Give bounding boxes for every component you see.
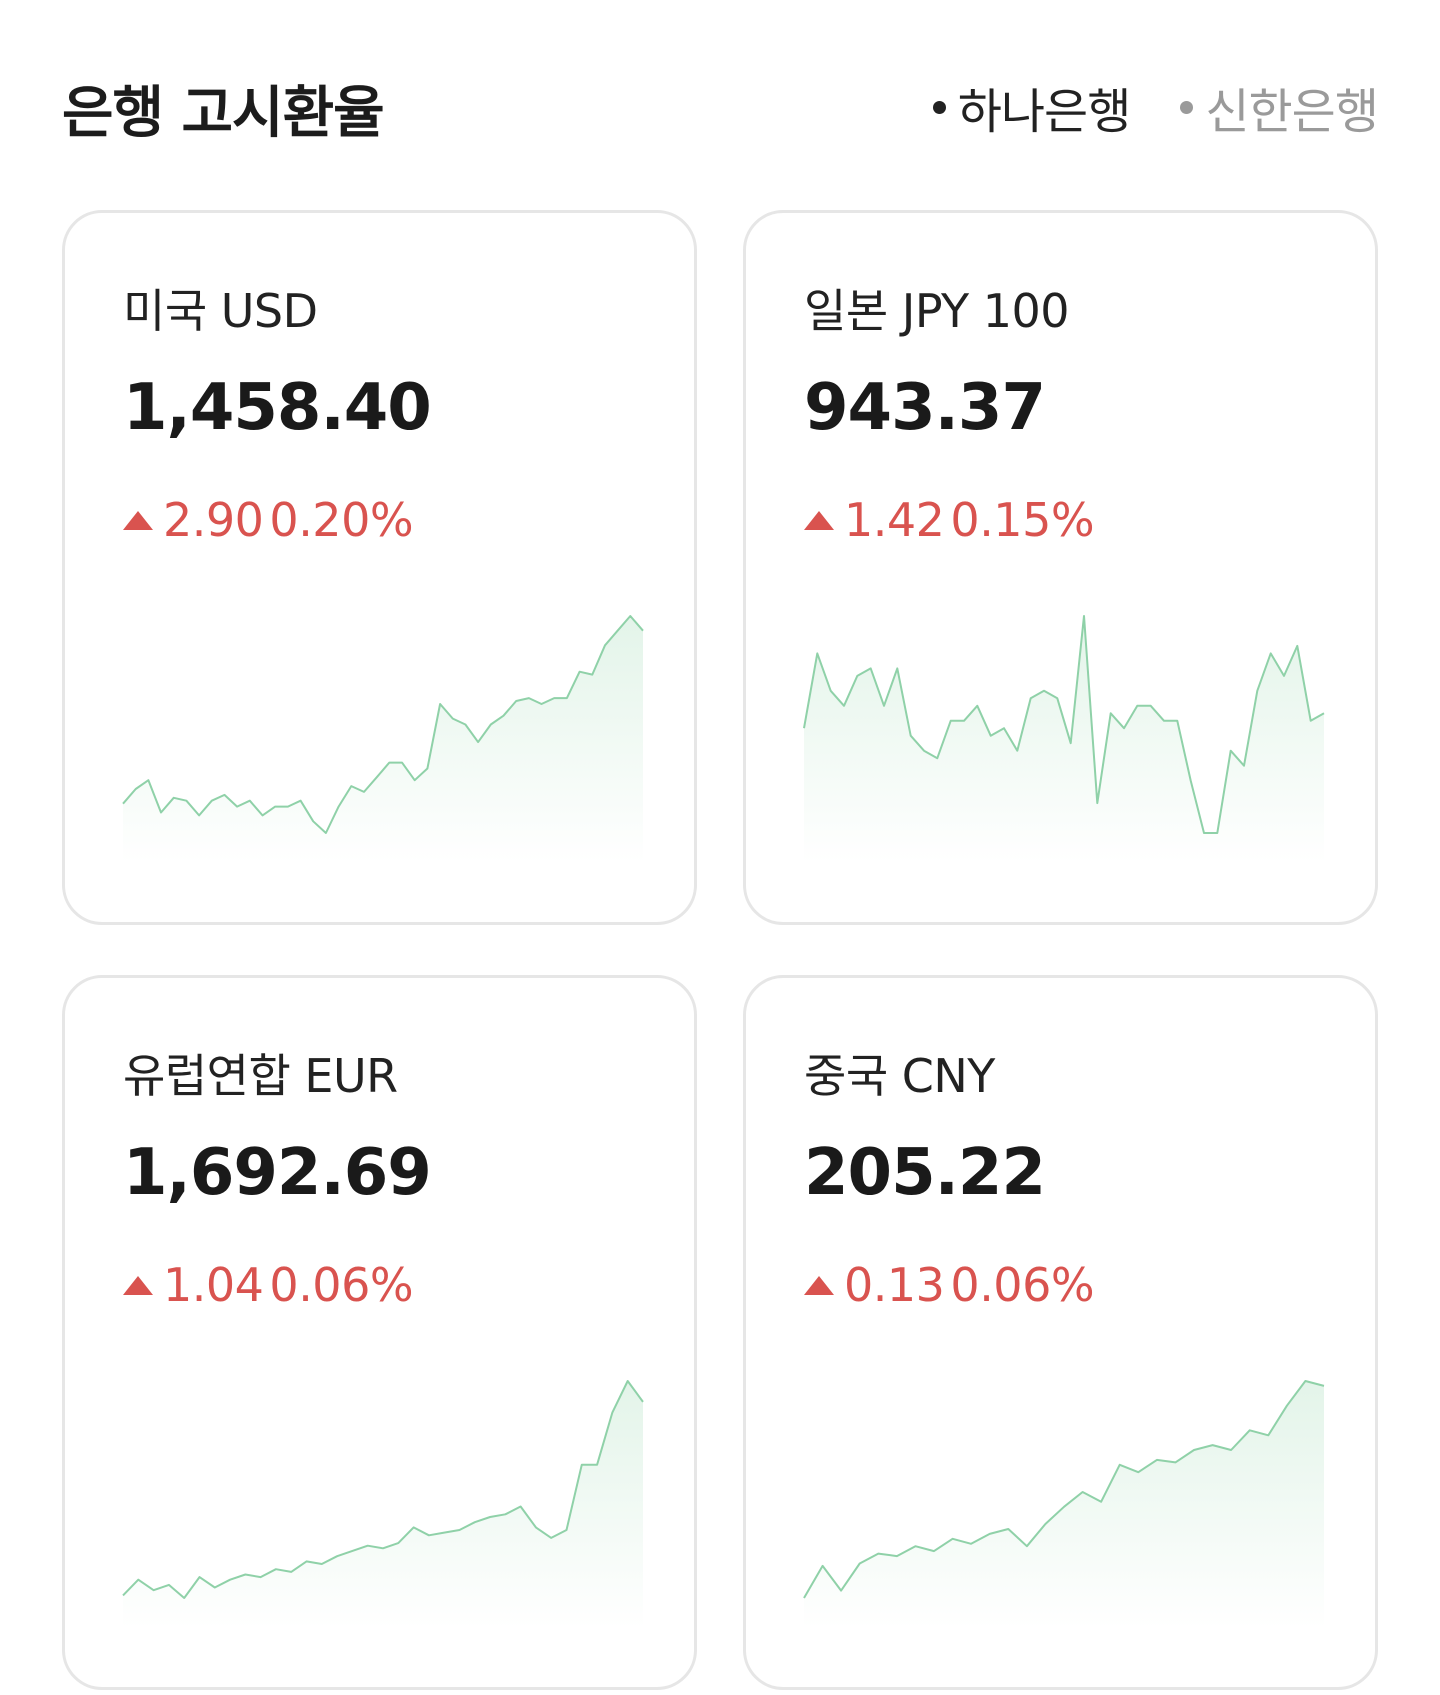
currency-name: 일본 JPY 100 <box>804 284 1070 338</box>
bullet-icon <box>932 100 946 114</box>
sparkline-area <box>123 616 643 863</box>
sparkline-chart <box>122 615 644 863</box>
change-amount: 0.13 <box>844 1258 945 1312</box>
bank-tab-shinhan[interactable]: 신한은행 <box>1180 72 1379 142</box>
sparkline-chart <box>803 615 1325 863</box>
currency-name: 유럽연합 EUR <box>123 1049 398 1103</box>
rate-change: 0.13 0.06% <box>804 1258 1095 1312</box>
exchange-rate: 1,458.40 <box>123 371 432 445</box>
page-header: 은행 고시환율 하나은행 신한은행 <box>62 60 1379 150</box>
bank-selector: 하나은행 신한은행 <box>932 72 1379 142</box>
bullet-icon <box>1180 100 1194 114</box>
sparkline-chart <box>122 1380 644 1628</box>
sparkline-area <box>804 616 1324 863</box>
change-percent: 0.06% <box>950 1258 1095 1312</box>
bank-tab-label: 하나은행 <box>957 84 1132 140</box>
triangle-up-icon <box>804 510 834 530</box>
sparkline-area <box>804 1381 1324 1628</box>
currency-card-usd[interactable]: 미국 USD 1,458.40 2.90 0.20% <box>62 210 697 925</box>
rate-change: 1.42 0.15% <box>804 493 1095 547</box>
sparkline-line <box>803 615 1325 834</box>
triangle-up-icon <box>123 1275 153 1295</box>
rate-change: 1.04 0.06% <box>123 1258 414 1312</box>
exchange-rate: 943.37 <box>804 371 1046 445</box>
rate-change: 2.90 0.20% <box>123 493 414 547</box>
page-title: 은행 고시환율 <box>62 81 385 146</box>
currency-card-cny[interactable]: 중국 CNY 205.22 0.13 0.06% <box>743 975 1378 1690</box>
currency-card-eur[interactable]: 유럽연합 EUR 1,692.69 1.04 0.06% <box>62 975 697 1690</box>
change-percent: 0.20% <box>269 493 414 547</box>
sparkline-chart <box>803 1380 1325 1628</box>
currency-name: 미국 USD <box>123 284 318 338</box>
triangle-up-icon <box>123 510 153 530</box>
currency-card-jpy[interactable]: 일본 JPY 100 943.37 1.42 0.15% <box>743 210 1378 925</box>
change-amount: 1.04 <box>163 1258 264 1312</box>
exchange-rate: 1,692.69 <box>123 1136 432 1210</box>
change-amount: 2.90 <box>163 493 264 547</box>
change-amount: 1.42 <box>844 493 945 547</box>
triangle-up-icon <box>804 1275 834 1295</box>
currency-name: 중국 CNY <box>804 1049 995 1103</box>
bank-tab-label: 신한은행 <box>1205 84 1379 140</box>
sparkline-line <box>803 1380 1325 1599</box>
exchange-rate: 205.22 <box>804 1136 1046 1210</box>
sparkline-line <box>122 615 644 834</box>
sparkline-line <box>122 1380 644 1599</box>
change-percent: 0.15% <box>950 493 1095 547</box>
bank-tab-hana[interactable]: 하나은행 <box>932 72 1132 142</box>
change-percent: 0.06% <box>269 1258 414 1312</box>
sparkline-area <box>123 1381 643 1628</box>
